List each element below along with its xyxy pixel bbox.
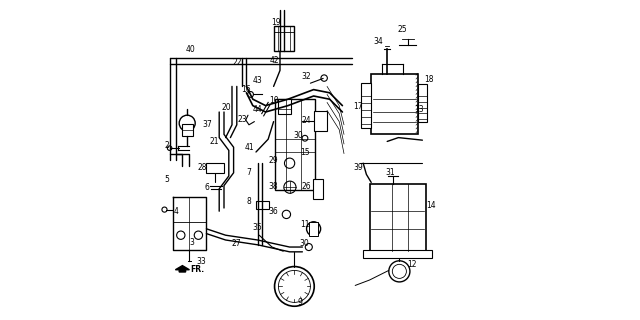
Text: 28: 28 — [198, 163, 207, 172]
Bar — [371, 74, 418, 134]
Text: 20: 20 — [221, 103, 232, 112]
Text: 21: 21 — [209, 137, 218, 146]
Text: 2: 2 — [164, 141, 170, 150]
Text: 19: 19 — [271, 18, 281, 27]
Text: 7: 7 — [246, 168, 252, 177]
Polygon shape — [175, 266, 189, 272]
Text: 12: 12 — [408, 260, 417, 269]
Text: 31: 31 — [385, 168, 395, 177]
Text: FR.: FR. — [191, 265, 205, 274]
Bar — [275, 99, 315, 190]
Text: 44: 44 — [253, 105, 262, 114]
Bar — [278, 99, 291, 114]
Text: 30: 30 — [293, 131, 303, 140]
Text: 41: 41 — [244, 143, 255, 152]
Text: 40: 40 — [186, 45, 195, 54]
Text: 13: 13 — [414, 105, 424, 114]
Text: 24: 24 — [301, 116, 312, 125]
Text: 29: 29 — [269, 156, 278, 165]
Text: 27: 27 — [232, 239, 242, 248]
Bar — [370, 184, 426, 251]
Text: 26: 26 — [301, 182, 312, 191]
Text: 43: 43 — [253, 76, 262, 84]
Text: 10: 10 — [269, 96, 278, 105]
Text: 5: 5 — [164, 175, 170, 184]
Bar — [364, 250, 432, 258]
Bar — [361, 83, 371, 128]
Text: 17: 17 — [353, 102, 363, 111]
Text: 37: 37 — [202, 120, 212, 129]
Text: 25: 25 — [397, 25, 408, 34]
Text: 30: 30 — [300, 239, 310, 248]
Text: 15: 15 — [300, 148, 310, 157]
Text: 9: 9 — [298, 298, 303, 307]
Text: 16: 16 — [241, 85, 251, 94]
Text: 8: 8 — [246, 197, 252, 206]
Text: 14: 14 — [426, 201, 436, 210]
Bar — [274, 26, 294, 51]
Text: 35: 35 — [253, 223, 262, 232]
Bar — [309, 222, 319, 236]
Text: 4: 4 — [173, 207, 179, 216]
Text: 34: 34 — [373, 37, 383, 46]
Text: 33: 33 — [196, 257, 206, 266]
Bar — [256, 201, 269, 209]
Text: 32: 32 — [301, 72, 312, 81]
Text: 36: 36 — [269, 207, 278, 216]
Text: 39: 39 — [353, 163, 364, 172]
Bar — [206, 163, 224, 173]
Text: 23: 23 — [237, 115, 247, 124]
Text: 18: 18 — [424, 75, 433, 84]
Text: 42: 42 — [269, 56, 280, 65]
Bar — [314, 111, 327, 131]
Bar — [418, 84, 428, 122]
Text: 3: 3 — [189, 238, 195, 247]
Text: 11: 11 — [300, 220, 309, 229]
Text: 6: 6 — [205, 183, 210, 192]
Bar — [313, 179, 323, 199]
Text: 22: 22 — [232, 58, 241, 67]
Bar — [182, 124, 193, 136]
Text: 38: 38 — [269, 182, 278, 191]
